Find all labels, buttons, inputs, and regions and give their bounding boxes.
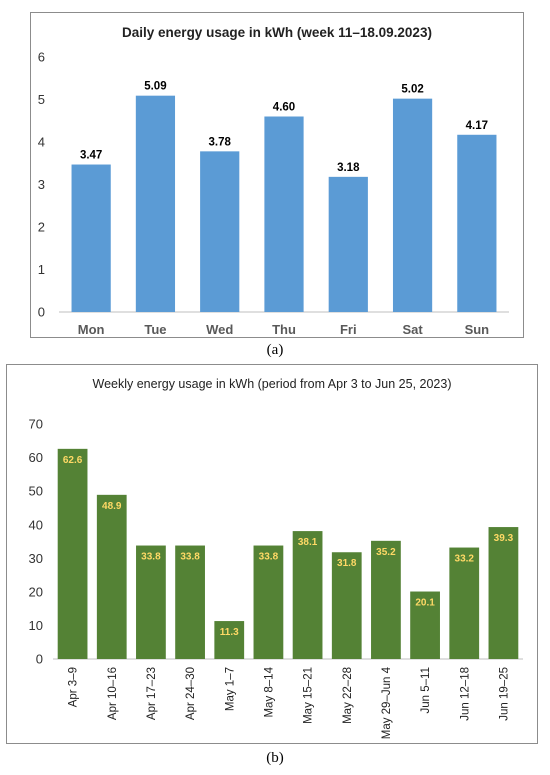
bar (488, 527, 519, 659)
bar (175, 545, 205, 659)
y-tick-label: 2 (38, 220, 45, 235)
bar (449, 547, 480, 659)
data-label: 33.8 (180, 552, 200, 563)
bar (253, 545, 284, 659)
y-tick-label: 5 (38, 92, 45, 107)
bar (410, 591, 440, 659)
bar (200, 151, 240, 312)
bar (214, 621, 245, 659)
data-label: 33.2 (455, 554, 475, 565)
y-tick-label: 50 (29, 484, 43, 499)
x-tick-label: Sun (465, 322, 490, 337)
data-label: 4.60 (273, 102, 295, 114)
x-tick-label: May 8–14 (263, 666, 275, 717)
bar (371, 540, 401, 659)
chart-title: Daily energy usage in kWh (week 11–18.09… (122, 25, 432, 40)
x-tick-label: Fri (340, 322, 357, 337)
y-tick-label: 70 (29, 417, 43, 432)
data-label: 38.1 (298, 537, 318, 548)
x-tick-label: Apr 10–16 (107, 667, 119, 720)
bar (292, 531, 323, 659)
x-tick-label: May 15–21 (303, 667, 315, 724)
x-tick-label: Wed (206, 322, 233, 337)
x-tick-label: Jun 12–18 (459, 667, 471, 721)
x-tick-label: Tue (144, 322, 166, 337)
caption-b: (b) (266, 750, 284, 766)
x-tick-label: Mon (78, 322, 105, 337)
data-label: 35.2 (376, 547, 396, 558)
x-tick-label: May 22–28 (342, 667, 354, 724)
y-tick-label: 0 (36, 652, 43, 667)
y-tick-label: 40 (29, 517, 43, 532)
bar (264, 116, 304, 312)
x-tick-label: May 1–7 (224, 667, 236, 711)
bar (57, 448, 88, 659)
y-tick-label: 3 (38, 177, 45, 192)
y-tick-label: 0 (38, 305, 45, 320)
chart-title: Weekly energy usage in kWh (period from … (93, 377, 452, 391)
bar (71, 164, 111, 312)
x-tick-label: Apr 17–23 (146, 667, 158, 720)
bar (136, 545, 166, 659)
y-tick-label: 30 (29, 551, 43, 566)
chart-panel-daily: Daily energy usage in kWh (week 11–18.09… (30, 12, 524, 338)
data-label: 33.8 (259, 552, 279, 563)
y-tick-label: 60 (29, 450, 43, 465)
data-label: 3.47 (80, 150, 102, 162)
data-label: 3.18 (337, 162, 360, 174)
y-tick-label: 4 (38, 135, 45, 150)
bar (392, 98, 433, 313)
bar (96, 494, 127, 659)
chart-panel-weekly: Weekly energy usage in kWh (period from … (6, 364, 538, 744)
caption-a: (a) (266, 342, 284, 358)
x-tick-label: Apr 24–30 (185, 667, 197, 720)
x-tick-label: Apr 3–9 (68, 667, 80, 707)
y-tick-label: 20 (29, 584, 43, 599)
daily-energy-chart: Daily energy usage in kWh (week 11–18.09… (38, 25, 509, 337)
data-label: 3.78 (209, 136, 232, 148)
x-tick-label: Thu (272, 322, 296, 337)
bar (135, 95, 176, 312)
data-label: 4.17 (466, 120, 488, 132)
data-label: 11.3 (220, 627, 239, 638)
y-tick-label: 6 (38, 50, 45, 65)
bar (457, 134, 497, 312)
y-tick-label: 1 (38, 262, 45, 277)
x-tick-label: Sat (402, 322, 423, 337)
data-label: 48.9 (102, 501, 122, 512)
bar (328, 176, 368, 312)
x-tick-label: May 29–Jun 4 (381, 666, 393, 739)
weekly-energy-chart: Weekly energy usage in kWh (period from … (29, 377, 523, 739)
x-tick-label: Jun 19–25 (498, 667, 510, 721)
y-tick-label: 10 (29, 618, 43, 633)
data-label: 20.1 (415, 598, 435, 609)
data-label: 31.8 (337, 558, 357, 569)
data-label: 5.09 (144, 81, 166, 93)
x-tick-label: Jun 5–11 (420, 667, 432, 713)
data-label: 62.6 (63, 455, 83, 466)
data-label: 39.3 (494, 533, 514, 544)
data-label: 33.8 (141, 552, 161, 563)
bar (331, 552, 362, 659)
data-label: 5.02 (401, 84, 423, 96)
